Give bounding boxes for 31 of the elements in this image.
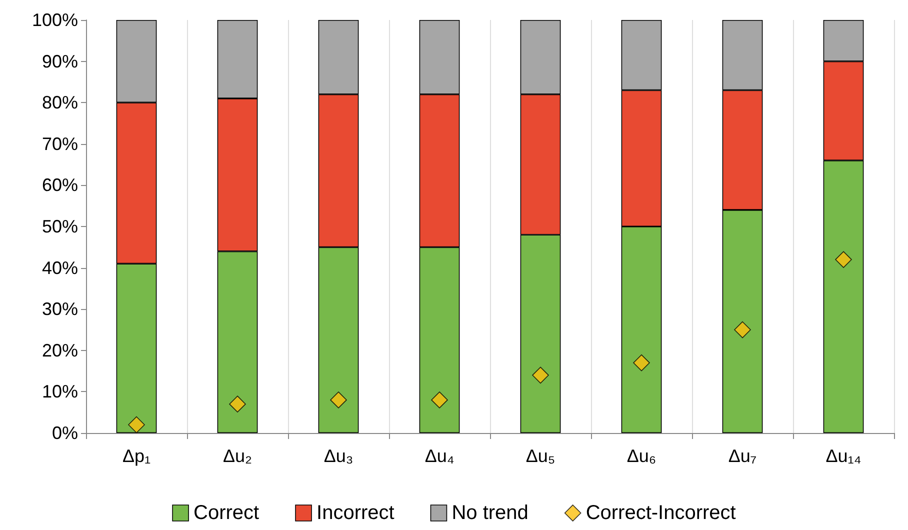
y-tick-label: 20%	[42, 340, 78, 360]
x-tick-label: Δu₃	[324, 446, 354, 466]
y-tick-label: 90%	[42, 51, 78, 72]
x-tick-label: Δu₂	[222, 446, 252, 466]
y-tick-label: 0%	[52, 423, 78, 443]
point	[532, 366, 549, 384]
x-tick-label: Δp₁	[122, 446, 151, 466]
point	[330, 392, 347, 408]
y-tick-label: 50%	[42, 216, 78, 236]
point	[734, 321, 751, 338]
y-tick-label: 40%	[42, 258, 78, 278]
legend-label: No trend	[452, 502, 528, 524]
legend-label: Correct-Incorrect	[586, 502, 736, 524]
y-tick-label: 60%	[42, 175, 78, 196]
y-tick-label: 30%	[42, 299, 78, 320]
point	[229, 396, 246, 412]
y-tick-label: 10%	[42, 382, 78, 402]
x-tick-label: Δu₆	[626, 446, 656, 466]
y-tick-label: 70%	[42, 134, 78, 154]
point	[633, 354, 650, 372]
x-tick-label: Δu₇	[728, 446, 757, 466]
legend-label: Incorrect	[316, 502, 395, 524]
legend-label: Correct	[194, 502, 260, 524]
x-tick-label: Δu₁₄	[826, 446, 862, 466]
point	[431, 392, 448, 408]
x-tick-label: Δu₅	[526, 446, 556, 466]
point	[128, 416, 145, 434]
y-tick-label: 80%	[42, 92, 78, 113]
point	[835, 251, 852, 268]
y-tick-label: 100%	[32, 10, 78, 30]
x-tick-label: Δu₄	[424, 446, 454, 466]
